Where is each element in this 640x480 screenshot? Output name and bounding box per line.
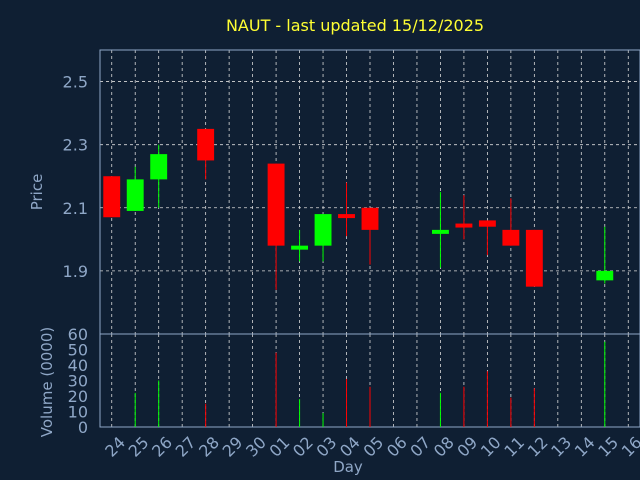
candle-body	[431, 229, 449, 234]
volume-tick-label: 30	[68, 372, 88, 391]
price-tick-label: 2.5	[63, 73, 88, 92]
x-axis-ticks: 2425262728293001020304050607080910111213…	[101, 433, 640, 461]
candle-body	[197, 128, 215, 161]
candle-body	[596, 270, 614, 281]
candle-body	[338, 214, 355, 219]
candle-body	[291, 245, 309, 250]
volume-tick-label: 10	[68, 403, 88, 422]
x-tick-label: 16	[618, 433, 640, 461]
candle-body	[525, 229, 543, 287]
price-tick-label: 2.3	[63, 136, 88, 155]
price-panel: 1.9 2.1 2.3 2.5	[63, 49, 640, 335]
candle-body	[267, 163, 285, 246]
candle-body	[126, 179, 144, 211]
volume-axis-label: Volume (0000)	[38, 327, 56, 437]
candle-body	[502, 229, 520, 246]
volume-tick-label: 0	[78, 418, 88, 437]
chart-title: NAUT - last updated 15/12/2025	[226, 16, 484, 35]
price-axis-label: Price	[28, 174, 46, 211]
candle-body	[455, 223, 473, 228]
candle-body	[478, 220, 496, 227]
volume-tick-label: 20	[68, 387, 88, 406]
candle-body	[314, 214, 332, 246]
price-tick-label: 2.1	[63, 199, 88, 218]
candle-body	[361, 207, 379, 230]
candle-body	[150, 154, 168, 180]
candle-body	[103, 176, 121, 218]
price-tick-label: 1.9	[63, 262, 88, 281]
volume-tick-label: 60	[68, 325, 88, 344]
volume-tick-label: 40	[68, 356, 88, 375]
volume-tick-label: 50	[68, 341, 88, 360]
x-axis-label: Day	[333, 458, 363, 476]
